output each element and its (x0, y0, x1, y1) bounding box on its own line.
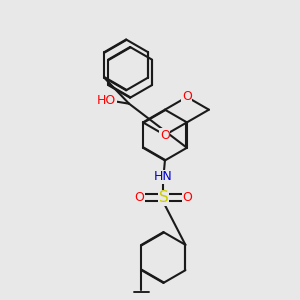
Text: HN: HN (154, 170, 173, 183)
Text: O: O (135, 191, 145, 204)
Text: S: S (159, 190, 168, 205)
Text: O: O (182, 191, 192, 204)
Text: HO: HO (97, 94, 116, 107)
Text: O: O (182, 91, 192, 103)
Text: O: O (160, 129, 170, 142)
